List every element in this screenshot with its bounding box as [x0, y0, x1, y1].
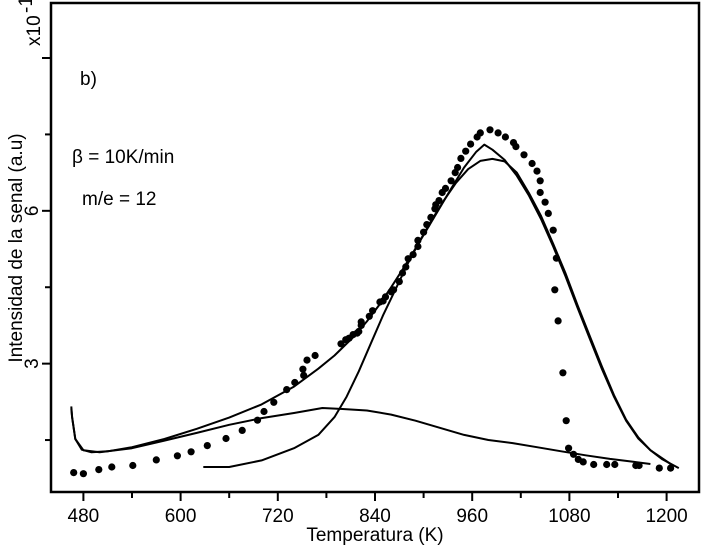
data-point — [303, 356, 311, 364]
series-line-3 — [70, 406, 651, 465]
x-tick-label: 960 — [456, 506, 488, 527]
annotation-beta: β = 10K/min — [72, 147, 174, 168]
data-point — [70, 469, 78, 477]
plot-marks — [70, 126, 680, 478]
data-point — [533, 167, 541, 175]
data-point — [494, 129, 502, 137]
y-multiplier: x10 -12 — [16, 0, 45, 46]
data-point — [476, 129, 484, 137]
data-point — [655, 464, 663, 472]
data-point — [462, 147, 470, 155]
x-tick-label: 1080 — [548, 506, 590, 527]
y-tick-label: 6 — [22, 206, 43, 217]
data-point — [611, 460, 619, 469]
data-point — [467, 140, 475, 148]
data-point — [603, 460, 611, 469]
data-point — [187, 448, 195, 456]
series-line-1 — [70, 143, 680, 469]
data-point — [579, 458, 587, 466]
x-tick-label: 1200 — [645, 506, 687, 527]
data-point — [441, 184, 450, 192]
panel-label: b) — [80, 69, 97, 90]
y-axis-title: Intensidad de la senal (a.u) — [6, 133, 27, 362]
data-point — [270, 398, 278, 406]
data-point — [562, 417, 570, 425]
series-line-2 — [203, 157, 672, 468]
data-point — [528, 159, 536, 168]
data-point — [108, 463, 116, 471]
plot-frame — [49, 1, 701, 494]
data-point — [565, 444, 573, 452]
x-tick-label: 480 — [68, 506, 100, 527]
data-point — [457, 154, 465, 162]
x-axis-title: Temperatura (K) — [306, 525, 443, 546]
data-point — [260, 407, 268, 416]
data-point — [357, 318, 365, 326]
data-point — [299, 365, 307, 373]
data-point — [549, 226, 557, 234]
data-point — [520, 151, 528, 159]
data-point — [512, 143, 520, 151]
data-point — [337, 340, 345, 348]
data-point — [152, 456, 160, 464]
data-point — [590, 460, 598, 469]
data-point — [311, 351, 319, 360]
data-point — [554, 317, 562, 325]
data-point — [536, 177, 544, 185]
y-tick-label: 3 — [22, 358, 43, 369]
y-multiplier-base: x10 — [24, 15, 45, 46]
x-tick-label: 600 — [165, 506, 197, 527]
data-point — [95, 466, 103, 474]
data-point — [447, 177, 455, 185]
axis-ticks: 480 600 720 840 960 1080 1200 3 6 — [22, 57, 688, 527]
x-tick-label: 840 — [359, 506, 391, 527]
data-point — [486, 126, 494, 134]
data-point — [544, 209, 552, 217]
data-point — [129, 461, 137, 470]
data-point — [536, 188, 544, 197]
data-point — [79, 470, 87, 478]
y-multiplier-exponent: -12 — [16, 0, 37, 13]
x-tick-label: 720 — [262, 506, 294, 527]
data-point — [238, 426, 246, 434]
data-point — [203, 442, 211, 450]
data-point — [454, 163, 462, 172]
data-point — [667, 464, 675, 472]
data-point — [435, 197, 443, 205]
annotation-mass: m/e = 12 — [82, 189, 156, 210]
data-point — [551, 286, 559, 294]
data-point — [222, 434, 230, 443]
data-point — [501, 133, 509, 141]
data-point — [541, 198, 549, 206]
data-point — [173, 452, 181, 460]
data-point — [559, 369, 567, 377]
